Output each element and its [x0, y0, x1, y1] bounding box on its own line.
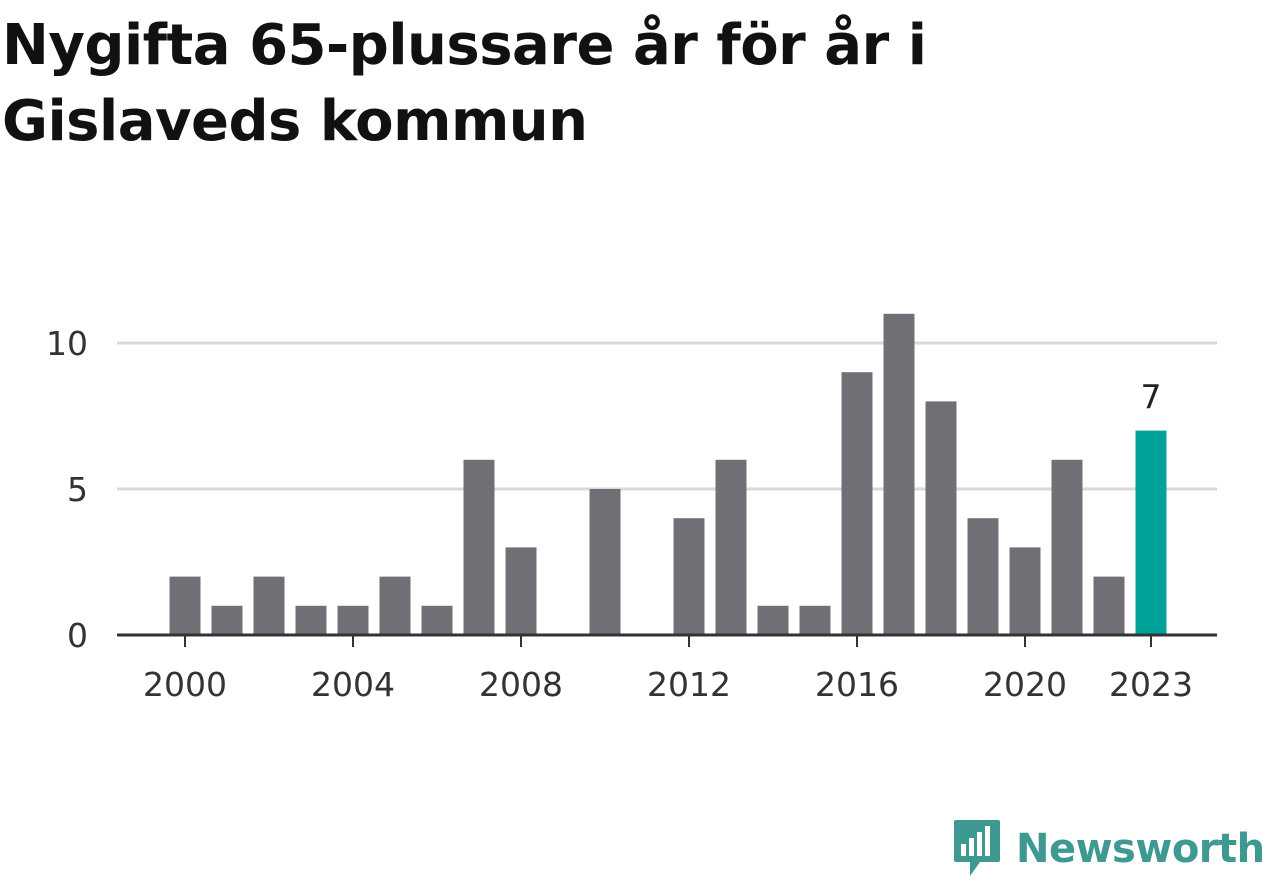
brand-logo: Newsworthy [952, 818, 1262, 880]
bar-2002 [253, 576, 285, 635]
annotations: 7 [1141, 378, 1162, 417]
bar-2012 [673, 518, 705, 635]
bar-2021 [1051, 459, 1083, 635]
chart-title: Nygifta 65-plussare år för år i Gislaved… [2, 13, 927, 154]
bar-2004 [337, 605, 369, 635]
bar-2015 [799, 605, 831, 635]
bar-2000 [169, 576, 201, 635]
y-axis-labels: 0 5 10 [46, 324, 88, 655]
x-tick-label: 2000 [143, 665, 227, 704]
bars [169, 313, 1167, 635]
bar-2005 [379, 576, 411, 635]
highlight-value-label: 7 [1141, 378, 1162, 417]
x-tick-label: 2008 [479, 665, 563, 704]
bar-2019 [967, 518, 999, 635]
bar-2013 [715, 459, 747, 635]
gridlines [117, 341, 1217, 491]
bar-2006 [421, 605, 453, 635]
x-tick-label: 2004 [311, 665, 395, 704]
x-tick-label: 2012 [647, 665, 731, 704]
y-tick-label: 10 [46, 324, 88, 363]
bar-2003 [295, 605, 327, 635]
x-tick-label: 2020 [983, 665, 1067, 704]
bar-2010 [589, 489, 621, 635]
bar-2020 [1009, 547, 1041, 635]
bar-2008 [505, 547, 537, 635]
newsworthy-logo-icon [954, 820, 1000, 876]
y-tick-label: 0 [67, 616, 88, 655]
x-tick-label: 2016 [815, 665, 899, 704]
bar-2014 [757, 605, 789, 635]
bar-chart: 0 5 10 2000 2004 2008 2012 2016 2020 2023 7 [46, 313, 1217, 704]
brand-name: Newsworthy [1016, 826, 1262, 872]
y-tick-label: 5 [67, 470, 88, 509]
bar-2001 [211, 605, 243, 635]
bar-2018 [925, 401, 957, 635]
x-axis-labels: 2000 2004 2008 2012 2016 2020 2023 [143, 665, 1193, 704]
bar-2023 [1135, 430, 1167, 635]
bar-2022 [1093, 576, 1125, 635]
bar-2017 [883, 313, 915, 635]
x-tick-label: 2023 [1109, 665, 1193, 704]
x-axis [117, 633, 1217, 647]
bar-2007 [463, 459, 495, 635]
bar-2016 [841, 372, 873, 635]
